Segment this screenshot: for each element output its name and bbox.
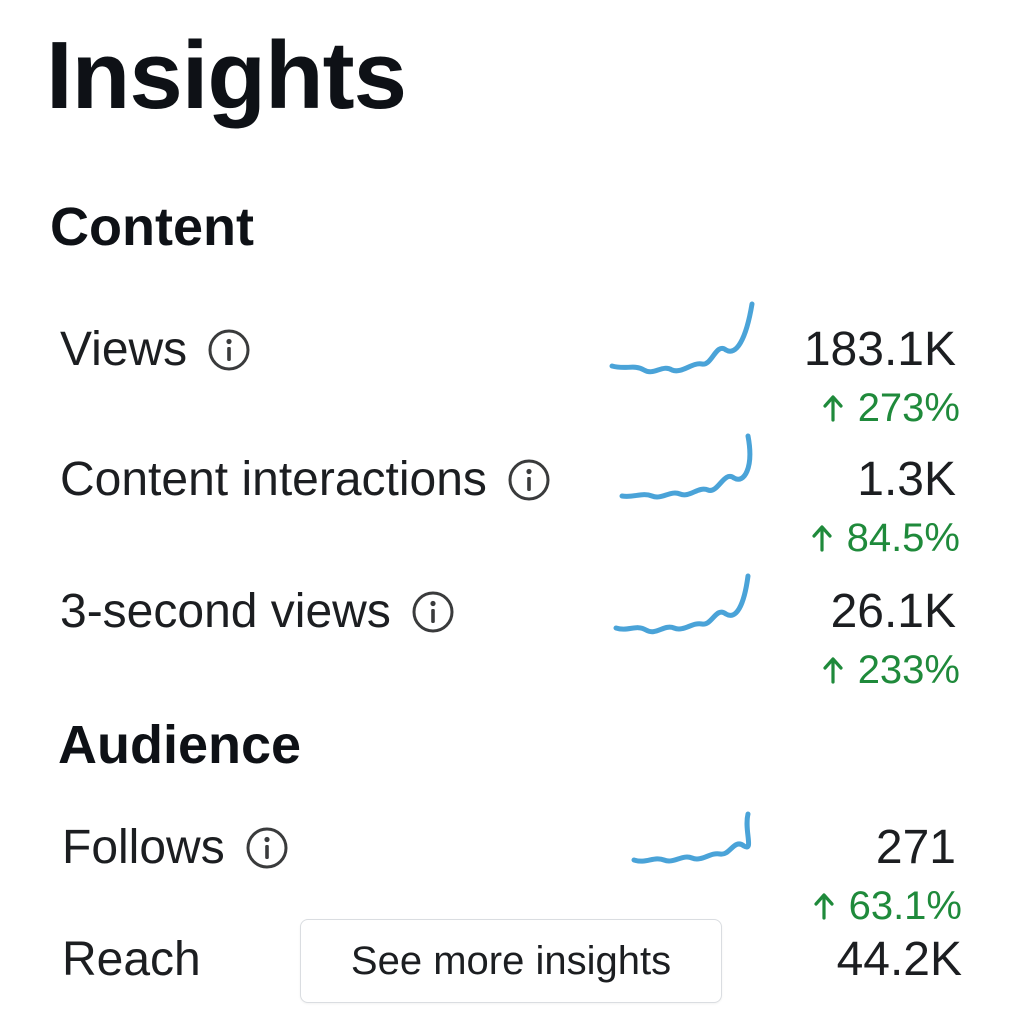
metric-label-content-interactions: Content interactions	[60, 452, 551, 508]
sparkline-chart	[631, 811, 752, 864]
page-title: Insights	[46, 22, 407, 129]
metric-change-text: 273%	[857, 386, 960, 430]
metric-label-views: Views	[60, 322, 251, 378]
metric-label-text: Reach	[62, 933, 201, 986]
metric-change: 233%	[822, 646, 960, 694]
metric-row-reach[interactable]: Reach 44.2K	[0, 932, 1024, 1002]
section-heading-content: Content	[50, 197, 254, 257]
info-icon[interactable]	[207, 328, 251, 372]
metric-label-follows: Follows	[62, 820, 289, 876]
metric-value: 271	[875, 821, 956, 874]
section-heading-audience: Audience	[58, 715, 302, 775]
sparkline-chart	[619, 433, 753, 500]
arrow-up-icon	[822, 394, 844, 422]
info-icon[interactable]	[507, 458, 551, 502]
metric-change-text: 233%	[857, 648, 960, 692]
see-more-insights-button[interactable]: See more insights	[300, 919, 722, 1003]
metric-value: 44.2K	[836, 933, 962, 986]
metric-value: 1.3K	[857, 453, 956, 506]
metric-row-follows[interactable]: Follows 271 63.1%	[0, 811, 1024, 940]
metric-label-reach: Reach	[62, 932, 201, 988]
arrow-up-icon	[811, 524, 833, 552]
info-icon[interactable]	[245, 826, 289, 870]
sparkline-chart	[609, 301, 755, 375]
metric-row-content-interactions[interactable]: Content interactions 1.3K 84.5%	[0, 433, 1024, 572]
metric-change: 63.1%	[813, 882, 962, 930]
metric-label-text: Views	[60, 323, 188, 376]
metric-label-text: Content interactions	[60, 453, 487, 506]
metric-change: 84.5%	[811, 514, 960, 562]
metric-change-text: 84.5%	[846, 516, 960, 560]
sparkline-chart	[613, 573, 751, 635]
metric-label-three-second-views: 3-second views	[60, 584, 455, 640]
metric-row-three-second-views[interactable]: 3-second views 26.1K 233%	[0, 573, 1024, 704]
arrow-up-icon	[822, 656, 844, 684]
metric-change-text: 63.1%	[848, 884, 962, 928]
arrow-up-icon	[813, 892, 835, 920]
metric-value: 183.1K	[803, 323, 956, 376]
metric-row-views[interactable]: Views 183.1K 273%	[0, 301, 1024, 442]
metric-value: 26.1K	[830, 585, 956, 638]
metric-label-text: Follows	[62, 821, 225, 874]
metric-change: 273%	[822, 384, 960, 432]
metric-label-text: 3-second views	[60, 585, 391, 638]
info-icon[interactable]	[411, 590, 455, 634]
